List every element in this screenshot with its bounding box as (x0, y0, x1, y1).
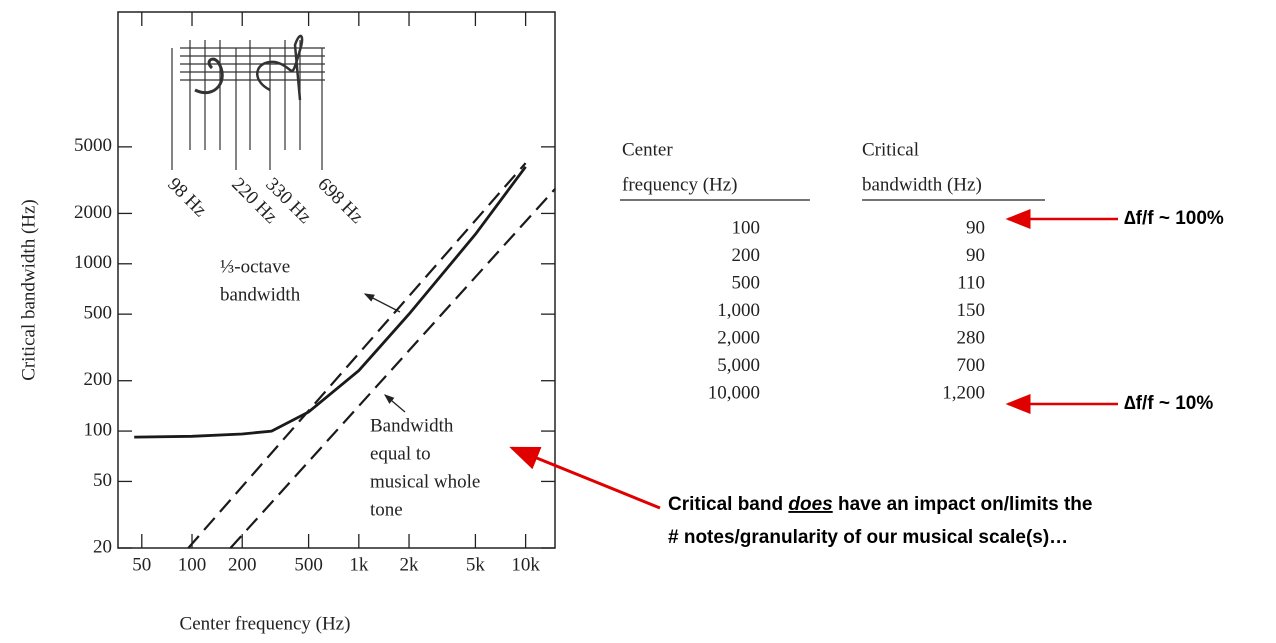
staff-inset (171, 34, 325, 170)
y-tick-label: 20 (93, 536, 112, 557)
table-cell: 500 (732, 272, 761, 293)
callout: ∆f/f ~ 10% (1124, 393, 1213, 414)
annotation: bandwidth (220, 284, 301, 305)
table-header: bandwidth (Hz) (862, 174, 982, 195)
x-tick-label: 2k (400, 554, 420, 575)
annotation: tone (370, 499, 403, 520)
y-axis-label: Critical bandwidth (Hz) (18, 199, 39, 381)
x-tick-label: 50 (132, 554, 151, 575)
series-line (187, 162, 527, 549)
table-cell: 100 (732, 217, 761, 238)
y-tick-label: 200 (84, 369, 113, 390)
note-label: 698 Hz (313, 174, 367, 228)
table-cell: 2,000 (717, 327, 760, 348)
table-cell: 1,200 (942, 382, 985, 403)
remark-arrow (509, 446, 661, 510)
x-tick-label: 1k (349, 554, 369, 575)
annotation: musical whole (370, 471, 480, 492)
y-tick-label: 500 (84, 303, 113, 324)
series-line (229, 188, 556, 549)
table-cell: 5,000 (717, 355, 760, 376)
table-header: Critical (862, 139, 919, 160)
x-tick-label: 500 (294, 554, 323, 575)
x-tick-label: 200 (228, 554, 257, 575)
remark-line: Critical band does have an impact on/lim… (668, 494, 1092, 515)
table-cell: 280 (957, 327, 986, 348)
remark-text: Critical band (668, 494, 788, 515)
table-cell: 90 (966, 217, 985, 238)
callout: ∆f/f ~ 100% (1124, 208, 1224, 229)
note-label: 98 Hz (163, 174, 210, 221)
table-cell: 1,000 (717, 300, 760, 321)
remark-text: does (788, 494, 832, 515)
plot-frame (117, 11, 556, 549)
remark-text: have an impact on/limits the (833, 494, 1093, 515)
table-cell: 10,000 (708, 382, 760, 403)
table-cell: 150 (957, 300, 986, 321)
table-cell: 200 (732, 245, 761, 266)
remark-text: # notes/granularity of our musical scale… (668, 527, 1068, 548)
y-tick-label: 2000 (74, 202, 112, 223)
x-axis-label: Center frequency (Hz) (180, 613, 351, 634)
table-header: frequency (Hz) (622, 174, 738, 195)
x-tick-label: 100 (178, 554, 207, 575)
remark-line: # notes/granularity of our musical scale… (668, 527, 1068, 548)
annotation-arrow (384, 394, 406, 413)
table-cell: 90 (966, 245, 985, 266)
annotation: equal to (370, 443, 431, 464)
annotation: ⅓-octave (220, 256, 290, 277)
y-tick-label: 100 (84, 419, 113, 440)
x-tick-label: 5k (466, 554, 486, 575)
annotation-arrow (363, 293, 401, 313)
x-tick-label: 10k (511, 554, 540, 575)
table-header: Center (622, 139, 673, 160)
table-cell: 110 (957, 272, 985, 293)
y-tick-label: 50 (93, 470, 112, 491)
table-cell: 700 (957, 355, 986, 376)
y-tick-label: 1000 (74, 252, 112, 273)
annotation: Bandwidth (370, 415, 454, 436)
y-tick-label: 5000 (74, 135, 112, 156)
